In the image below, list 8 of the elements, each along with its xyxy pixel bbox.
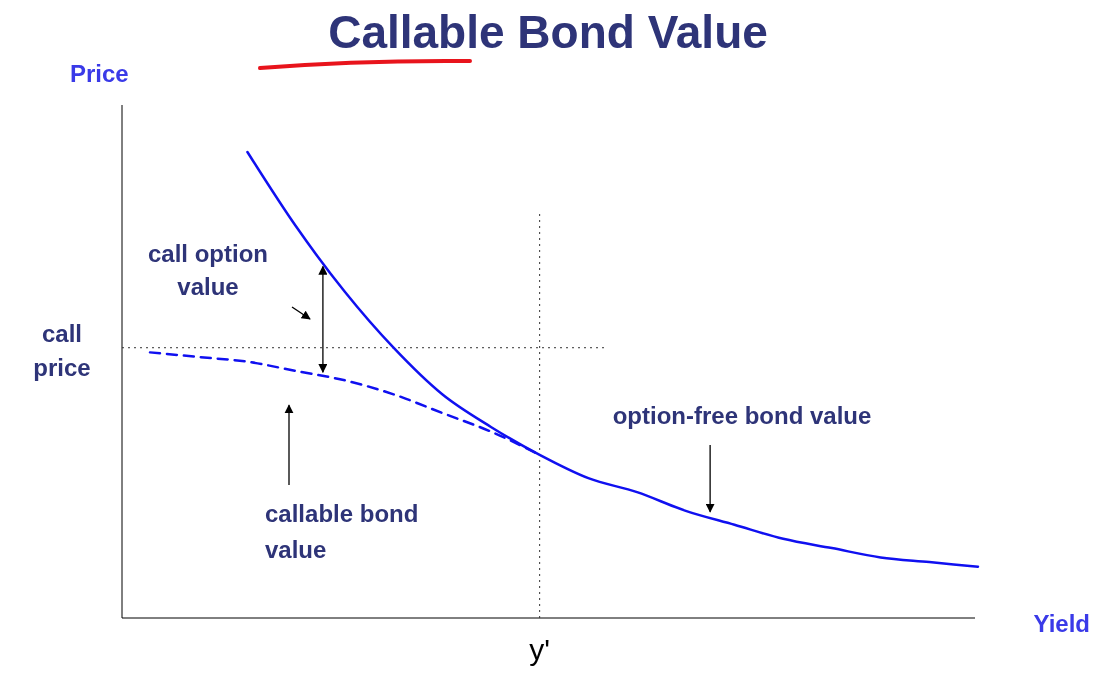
- text: y': [529, 633, 551, 666]
- annotation: call option value: [148, 240, 268, 300]
- x-axis-title: Yield: [1033, 610, 1090, 637]
- ref-line-label: call price: [33, 319, 91, 381]
- text: option-free bond value: [612, 402, 872, 429]
- y-axis-title: Price: [70, 60, 129, 87]
- chart-title: Callable Bond Value: [328, 6, 768, 58]
- text: callable bond value: [265, 500, 419, 563]
